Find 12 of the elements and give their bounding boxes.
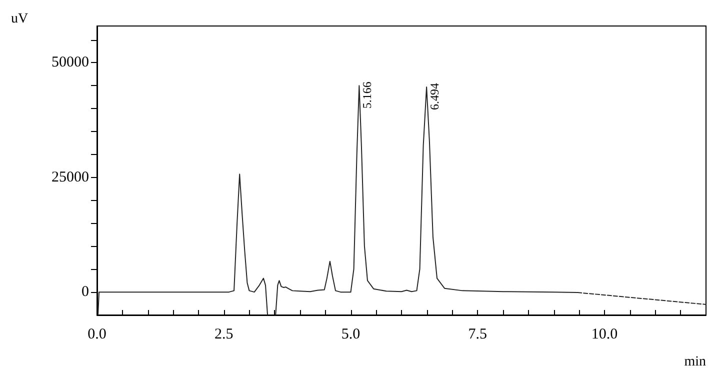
x-tick-label: 5.0 bbox=[341, 326, 360, 342]
x-tick-label: 0.0 bbox=[88, 326, 106, 342]
annotation: 6.494 bbox=[428, 83, 442, 110]
x-tick-label: 7.5 bbox=[468, 326, 487, 342]
y-tick-label: 25000 bbox=[52, 169, 89, 186]
y-tick-label: 50000 bbox=[52, 54, 89, 71]
y-tick-label: 0 bbox=[82, 284, 89, 300]
x-axis-title: min bbox=[684, 354, 706, 370]
annotation: 5.166 bbox=[360, 82, 374, 109]
x-tick-label: 2.5 bbox=[214, 326, 234, 342]
x-tick-label: 10.0 bbox=[591, 326, 618, 342]
y-axis-title: uV bbox=[11, 12, 28, 26]
